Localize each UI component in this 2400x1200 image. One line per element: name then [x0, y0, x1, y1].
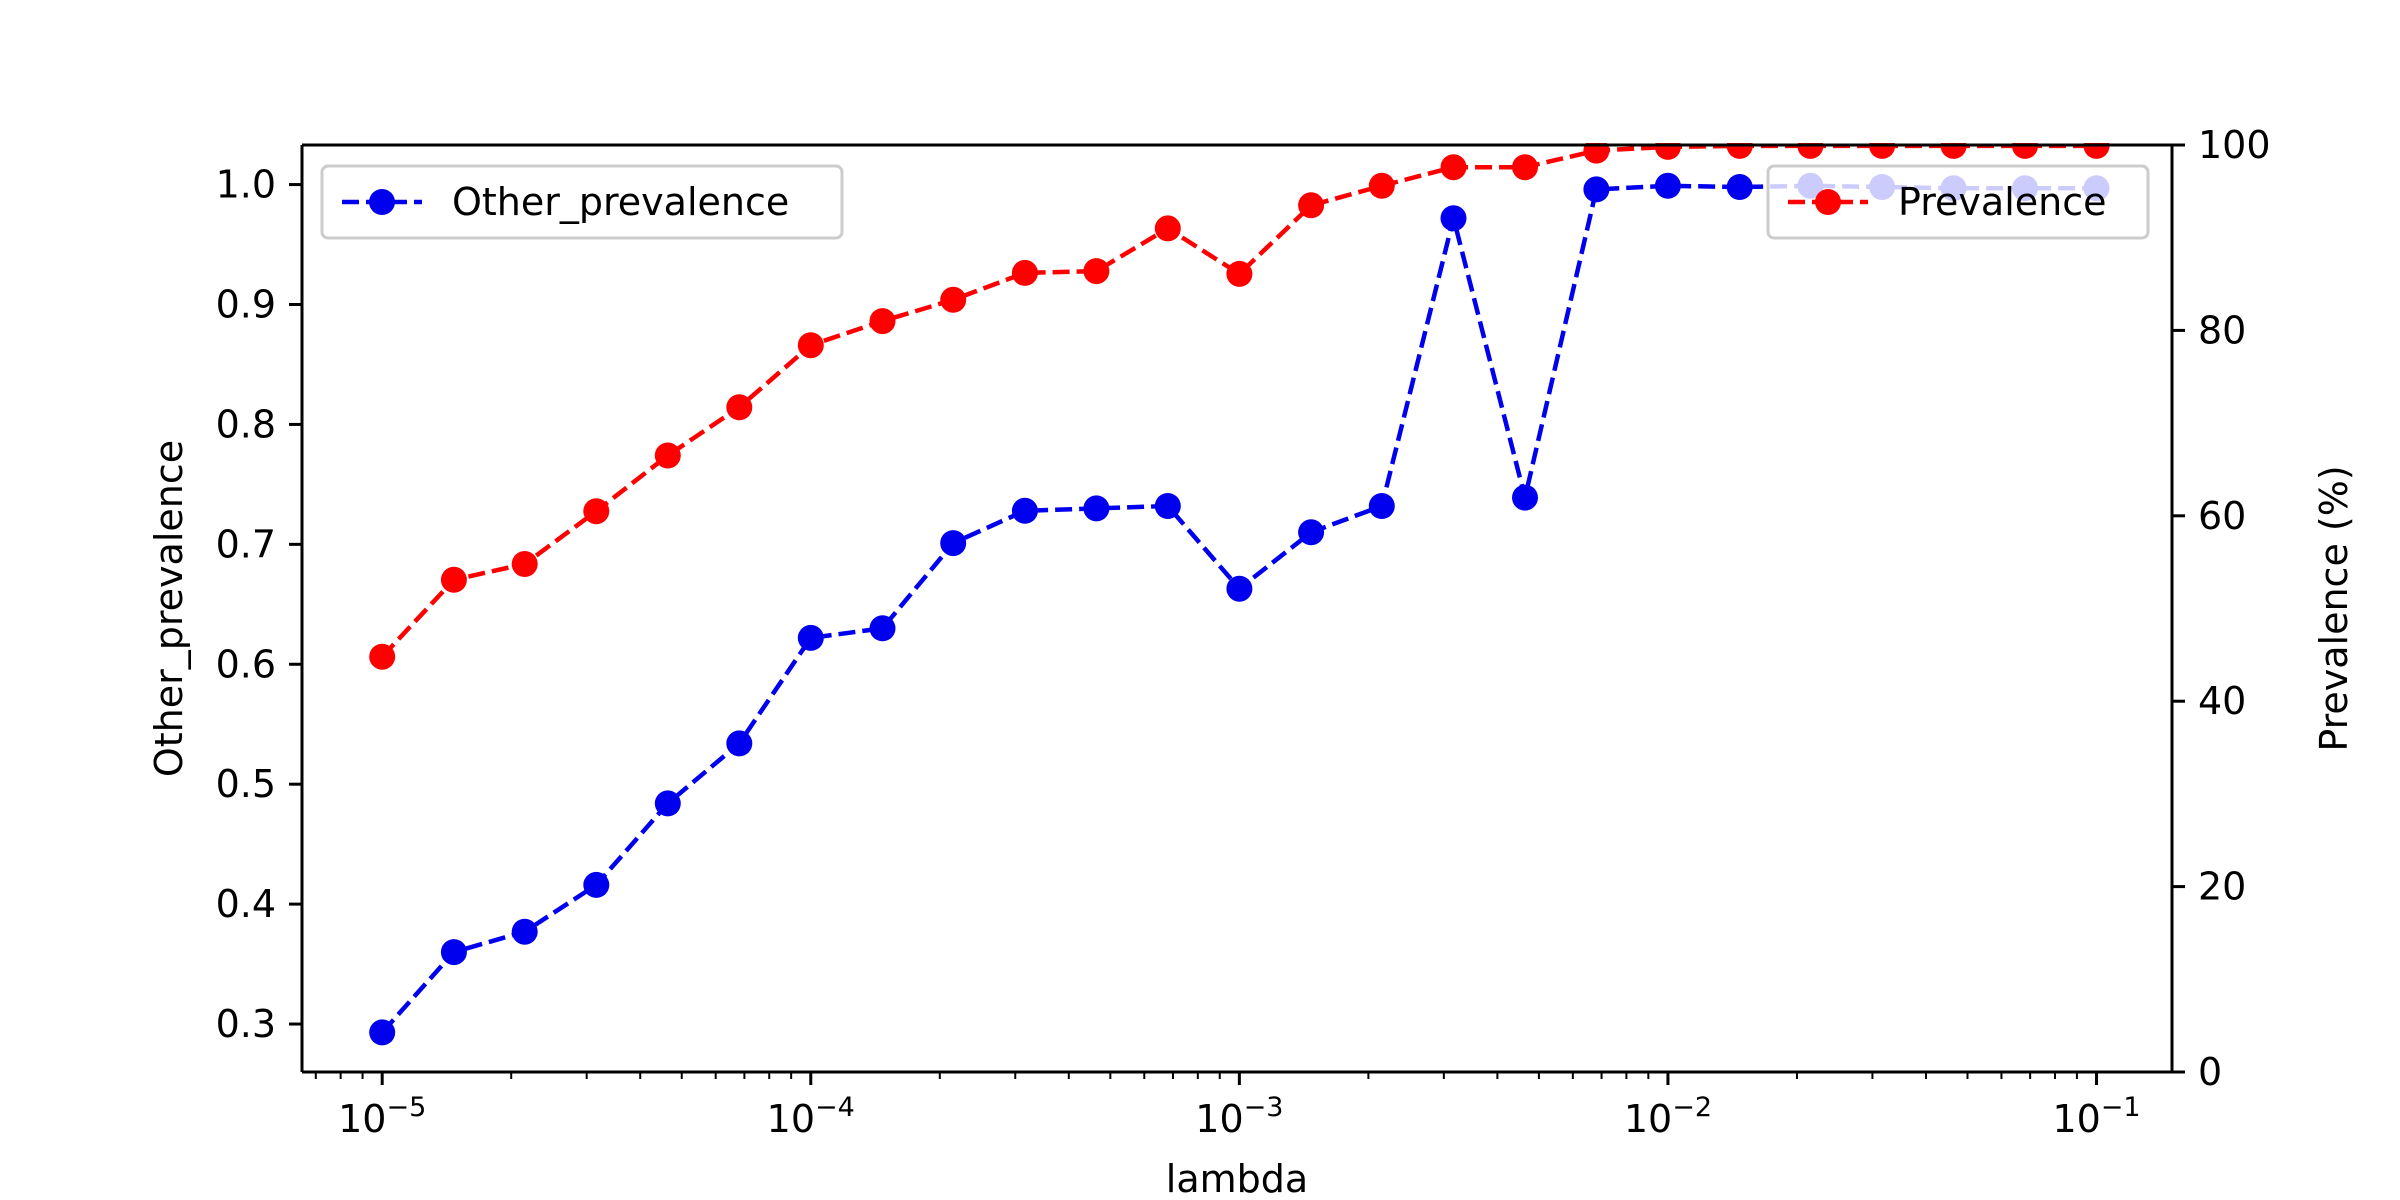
data-point-prevalence	[1512, 154, 1538, 181]
x-tick-label: 10−4	[767, 1092, 855, 1141]
data-point-other-prevalence	[1512, 484, 1538, 511]
x-tick-label: 10−3	[1195, 1092, 1283, 1141]
y-right-tick-label: 0	[2198, 1050, 2222, 1094]
data-point-prevalence	[2083, 143, 2110, 159]
data-point-prevalence	[1368, 172, 1395, 199]
y-right-tick-label: 80	[2198, 308, 2246, 352]
y-left-tick-label: 0.5	[216, 762, 276, 806]
data-point-other-prevalence	[1654, 172, 1681, 199]
data-point-prevalence	[1797, 143, 1824, 159]
data-point-prevalence	[583, 498, 610, 525]
y-left-tick-label: 0.6	[216, 642, 276, 686]
data-point-other-prevalence	[369, 1019, 396, 1046]
data-point-other-prevalence	[1083, 495, 1110, 522]
data-point-prevalence	[726, 394, 753, 421]
data-point-prevalence	[440, 566, 467, 593]
data-point-other-prevalence	[869, 615, 896, 642]
data-point-prevalence	[797, 332, 824, 359]
data-point-other-prevalence	[1368, 493, 1395, 519]
data-point-prevalence	[1726, 143, 1753, 159]
data-point-prevalence	[940, 286, 967, 313]
data-point-prevalence	[1226, 260, 1253, 287]
data-point-other-prevalence	[1583, 176, 1610, 203]
data-point-prevalence	[1940, 143, 1967, 159]
y-left-tick-label: 0.3	[216, 1002, 276, 1046]
data-point-other-prevalence	[726, 730, 753, 757]
y-right-tick-label: 100	[2198, 123, 2271, 167]
axis-ticks: 10−5 10−4 10−3 10−2 10−1 0.3 0.4 0.5 0.6 0.7 0.8 0.…	[216, 123, 2271, 1141]
data-point-prevalence	[511, 551, 538, 577]
legends: Other_prevalence Prevalence	[320, 164, 2150, 240]
data-point-prevalence	[1298, 192, 1325, 219]
data-point-other-prevalence	[583, 871, 610, 898]
data-point-prevalence	[1869, 143, 1896, 159]
data-point-other-prevalence	[940, 530, 967, 557]
y-left-tick-label: 0.7	[216, 522, 276, 566]
plot-frame	[300, 143, 2174, 1074]
legend-box	[1766, 164, 2150, 240]
data-point-prevalence	[2012, 143, 2038, 159]
legend-marker-swatch	[1815, 189, 1841, 215]
plot-data-layer	[369, 143, 2110, 1046]
x-tick-label: 10−1	[2052, 1092, 2140, 1141]
data-point-prevalence	[869, 308, 896, 335]
data-point-prevalence	[1583, 143, 1610, 164]
legend-box	[320, 164, 844, 240]
data-point-prevalence	[369, 643, 396, 670]
data-point-prevalence	[1654, 143, 1681, 160]
data-point-other-prevalence	[1726, 174, 1753, 200]
y-left-tick-label: 0.8	[216, 402, 276, 446]
y-left-axis-label: Other_prevalence	[147, 440, 191, 777]
data-point-other-prevalence	[511, 918, 538, 945]
x-tick-label: 10−2	[1624, 1092, 1712, 1141]
data-point-other-prevalence	[1440, 205, 1467, 232]
y-right-tick-label: 40	[2198, 679, 2246, 723]
axis-labels: lambda Other_prevalence Prevalence (%)	[147, 440, 2356, 1200]
y-right-tick-label: 20	[2198, 865, 2246, 909]
legend-other-prevalence: Other_prevalence	[320, 164, 844, 240]
data-point-prevalence	[1011, 259, 1038, 286]
data-point-prevalence	[1083, 258, 1110, 285]
data-point-other-prevalence	[1154, 493, 1181, 519]
data-point-other-prevalence	[797, 624, 824, 651]
data-point-other-prevalence	[654, 790, 681, 817]
data-point-other-prevalence	[440, 939, 467, 966]
data-point-other-prevalence	[1011, 497, 1038, 524]
data-point-other-prevalence	[1226, 575, 1253, 602]
legend-label: Other_prevalence	[452, 180, 789, 224]
legend-marker-swatch	[369, 189, 395, 215]
data-point-other-prevalence	[1298, 519, 1325, 546]
data-point-prevalence	[1440, 154, 1467, 181]
y-right-tick-label: 60	[2198, 494, 2246, 538]
legend-prevalence: Prevalence	[1766, 164, 2150, 240]
data-point-prevalence	[654, 442, 681, 469]
y-left-tick-label: 1.0	[216, 163, 276, 207]
y-right-axis-label: Prevalence (%)	[2312, 465, 2356, 751]
y-left-tick-label: 0.4	[216, 882, 276, 926]
series-line-other-prevalence	[380, 183, 2097, 1034]
legend-label: Prevalence	[1898, 180, 2106, 224]
data-point-prevalence	[1154, 215, 1181, 242]
x-axis-label: lambda	[1166, 1157, 1308, 1200]
x-tick-label: 10−5	[338, 1092, 426, 1141]
y-left-tick-label: 0.9	[216, 282, 276, 326]
